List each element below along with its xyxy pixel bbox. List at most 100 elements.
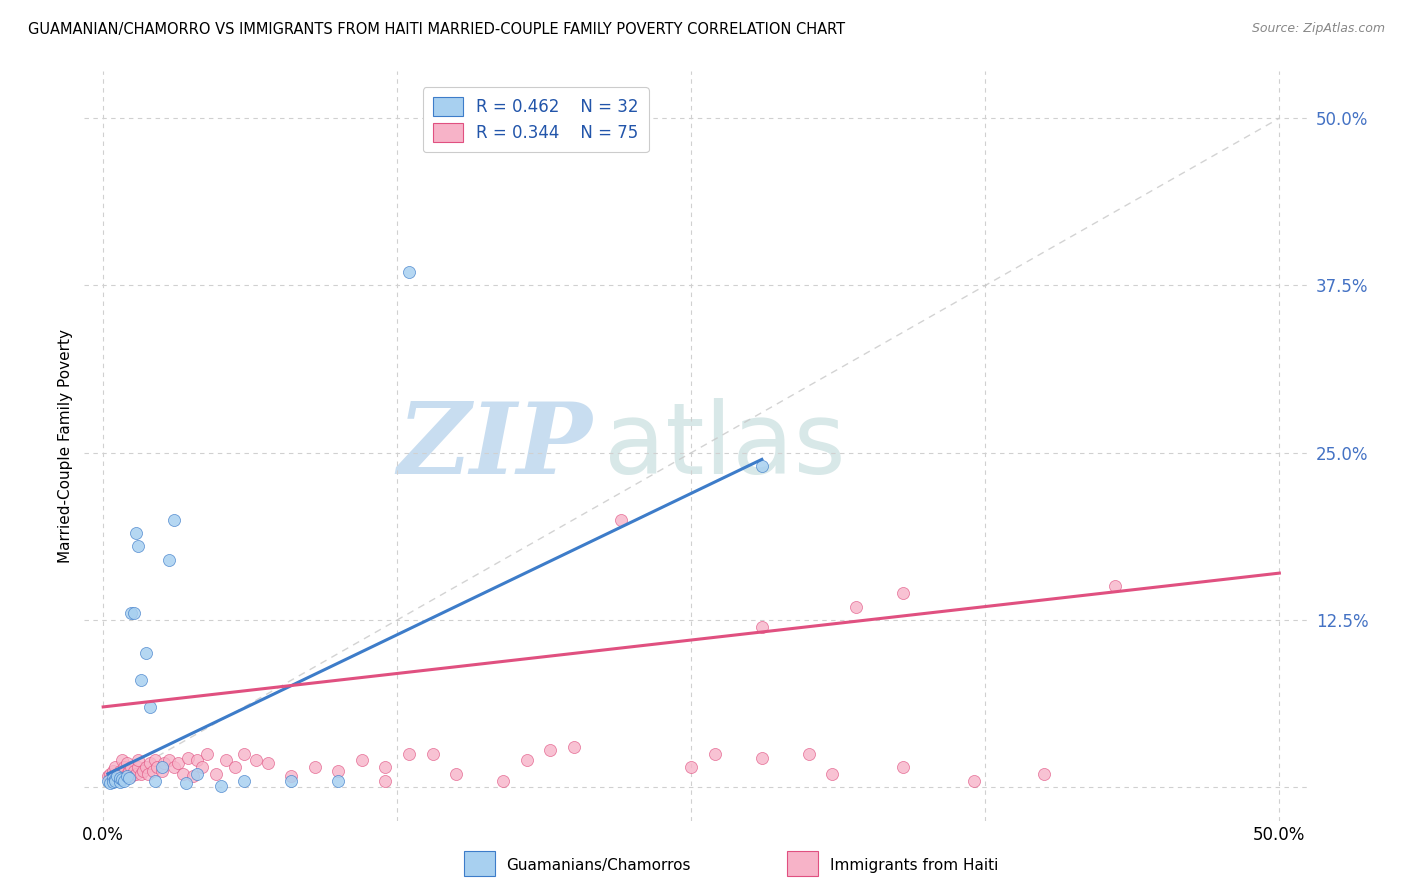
Point: [112, 771, 135, 785]
Point: [891, 586, 914, 600]
Point: [181, 769, 204, 784]
Point: [172, 767, 194, 781]
Point: [398, 747, 420, 761]
Point: [108, 774, 131, 789]
Point: [177, 751, 200, 765]
Point: [115, 769, 138, 784]
Point: [186, 753, 208, 767]
Text: GUAMANIAN/CHAMORRO VS IMMIGRANTS FROM HAITI MARRIED-COUPLE FAMILY POVERTY CORREL: GUAMANIAN/CHAMORRO VS IMMIGRANTS FROM HA…: [28, 22, 845, 37]
Point: [516, 753, 538, 767]
Point: [422, 747, 444, 761]
Point: [398, 265, 420, 279]
Point: [105, 769, 128, 784]
Point: [104, 772, 127, 787]
Text: Source: ZipAtlas.com: Source: ZipAtlas.com: [1251, 22, 1385, 36]
Point: [195, 747, 218, 761]
Point: [962, 773, 984, 788]
Point: [108, 764, 131, 778]
Point: [751, 459, 773, 474]
Point: [139, 756, 162, 771]
Point: [186, 767, 208, 781]
Text: atlas: atlas: [605, 398, 846, 494]
Point: [127, 753, 149, 767]
Point: [703, 747, 725, 761]
Point: [105, 772, 128, 787]
Point: [304, 760, 326, 774]
Point: [101, 773, 124, 788]
Point: [112, 760, 135, 774]
Point: [191, 760, 214, 774]
Point: [209, 779, 232, 793]
Point: [681, 760, 703, 774]
Point: [350, 753, 373, 767]
Point: [163, 512, 186, 526]
Point: [821, 767, 844, 781]
Point: [328, 764, 350, 778]
Text: Immigrants from Haiti: Immigrants from Haiti: [830, 858, 998, 872]
Point: [845, 599, 868, 614]
Point: [120, 607, 142, 621]
Point: [142, 764, 165, 778]
Point: [280, 769, 302, 784]
Point: [163, 760, 186, 774]
Point: [118, 764, 141, 778]
Point: [120, 769, 142, 784]
Point: [280, 773, 302, 788]
Point: [101, 774, 124, 789]
Point: [139, 699, 162, 714]
Point: [538, 742, 561, 756]
Point: [132, 764, 155, 778]
Point: [101, 764, 124, 778]
Point: [118, 771, 141, 785]
Point: [174, 776, 197, 790]
Point: [136, 767, 159, 781]
Point: [108, 771, 131, 785]
Point: [374, 773, 396, 788]
Point: [751, 620, 773, 634]
Point: [98, 776, 121, 790]
Legend: R = 0.462    N = 32, R = 0.344    N = 75: R = 0.462 N = 32, R = 0.344 N = 75: [423, 87, 648, 153]
Text: ZIP: ZIP: [396, 398, 592, 494]
Point: [444, 767, 467, 781]
Point: [115, 767, 138, 781]
Point: [891, 760, 914, 774]
Point: [150, 760, 173, 774]
Point: [97, 769, 120, 784]
Point: [122, 764, 145, 778]
Point: [143, 773, 166, 788]
Point: [120, 760, 142, 774]
Point: [97, 773, 120, 788]
Point: [797, 747, 820, 761]
Point: [135, 646, 157, 660]
Point: [127, 539, 149, 553]
Point: [328, 773, 350, 788]
Point: [127, 760, 149, 774]
Point: [224, 760, 246, 774]
Point: [104, 760, 127, 774]
Point: [562, 740, 585, 755]
Point: [157, 753, 180, 767]
Point: [105, 767, 128, 781]
Point: [112, 773, 135, 788]
Point: [143, 753, 166, 767]
Point: [115, 756, 138, 771]
Y-axis label: Married-Couple Family Poverty: Married-Couple Family Poverty: [58, 329, 73, 563]
Point: [104, 769, 127, 784]
Point: [609, 512, 631, 526]
Point: [150, 764, 173, 778]
Point: [125, 767, 148, 781]
Point: [111, 767, 134, 781]
Point: [122, 607, 145, 621]
Point: [205, 767, 228, 781]
Point: [257, 756, 280, 771]
Point: [751, 751, 773, 765]
Point: [108, 769, 131, 784]
Text: Guamanians/Chamorros: Guamanians/Chamorros: [506, 858, 690, 872]
Point: [129, 673, 152, 688]
Point: [245, 753, 267, 767]
Point: [1104, 580, 1126, 594]
Point: [104, 773, 127, 788]
Point: [157, 552, 180, 567]
Point: [233, 747, 256, 761]
Point: [111, 772, 134, 787]
